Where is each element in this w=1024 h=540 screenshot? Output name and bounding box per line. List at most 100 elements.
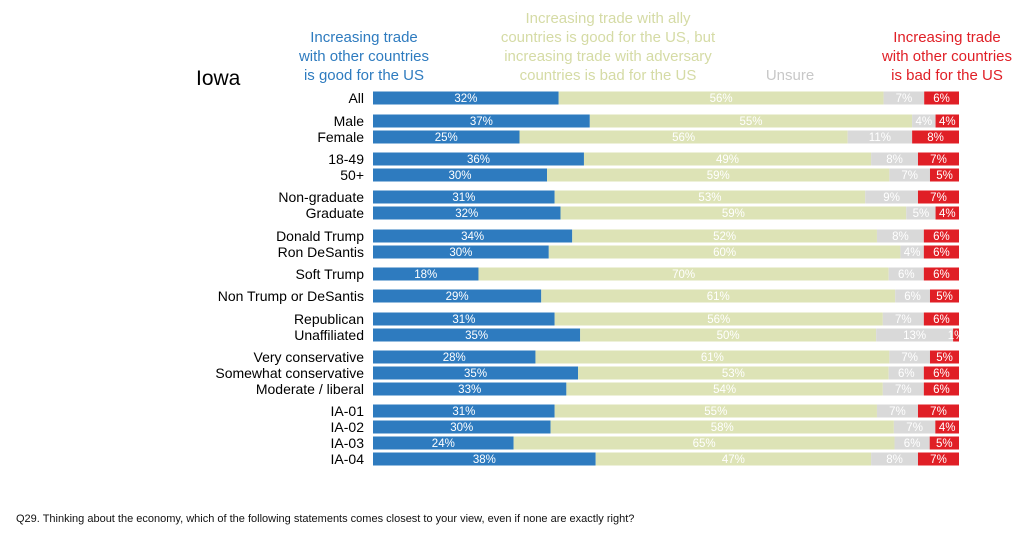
data-label-unsure: 8% bbox=[886, 454, 903, 466]
data-label-good: 37% bbox=[470, 116, 493, 128]
bar-segment-unsure bbox=[865, 190, 918, 204]
data-label-bad: 5% bbox=[936, 352, 953, 364]
legend-ally-line: Increasing trade with ally bbox=[525, 10, 691, 27]
bar-segment-unsure bbox=[888, 366, 924, 380]
bar-segment-ally bbox=[554, 312, 883, 326]
bar-segment-ally bbox=[583, 152, 872, 166]
bar-segment-ally bbox=[580, 328, 877, 342]
bar-segment-ally bbox=[595, 452, 872, 466]
data-label-ally: 55% bbox=[739, 116, 762, 128]
legend-good-line: is good for the US bbox=[303, 67, 425, 84]
bar-segment-good bbox=[373, 289, 542, 303]
legend-ally-line: countries is bad for the US bbox=[519, 67, 697, 84]
bar-segment-unsure bbox=[871, 152, 918, 166]
footnote: Q29. Thinking about the economy, which o… bbox=[16, 513, 635, 525]
bar-segment-good bbox=[373, 436, 514, 450]
category-label: Republican bbox=[294, 311, 364, 327]
data-label-good: 30% bbox=[449, 247, 472, 259]
bar-segment-ally bbox=[560, 206, 907, 220]
bar-segment-unsure bbox=[912, 114, 936, 128]
data-label-unsure: 7% bbox=[895, 314, 912, 326]
category-label: Somewhat conservative bbox=[215, 365, 364, 381]
bar-segment-good bbox=[373, 91, 559, 105]
bar-segment-unsure bbox=[876, 229, 924, 243]
data-label-bad: 6% bbox=[933, 269, 950, 281]
data-label-ally: 60% bbox=[713, 247, 736, 259]
data-label-bad: 7% bbox=[930, 154, 947, 166]
bar-segment-unsure bbox=[906, 206, 936, 220]
bar-segment-good bbox=[373, 328, 581, 342]
data-label-good: 34% bbox=[461, 231, 484, 243]
data-label-ally: 61% bbox=[707, 291, 730, 303]
bar-segment-bad bbox=[929, 289, 959, 303]
data-label-good: 18% bbox=[414, 269, 437, 281]
bar-segment-good bbox=[373, 206, 561, 220]
bar-segment-bad bbox=[923, 245, 959, 259]
bar-segment-ally bbox=[550, 420, 894, 434]
data-label-bad: 6% bbox=[933, 314, 950, 326]
category-label: Very conservative bbox=[254, 349, 365, 365]
category-label: Non-graduate bbox=[278, 189, 364, 205]
bar-segment-good bbox=[373, 350, 536, 364]
bar-segment-bad bbox=[935, 114, 959, 128]
bar-segment-bad bbox=[929, 350, 959, 364]
data-label-good: 32% bbox=[454, 93, 477, 105]
legend-unsure-line: Unsure bbox=[765, 67, 815, 84]
bar-segment-ally bbox=[519, 130, 848, 144]
data-label-ally: 56% bbox=[710, 93, 733, 105]
bar-segment-good bbox=[373, 245, 549, 259]
data-label-unsure: 8% bbox=[886, 154, 903, 166]
data-label-bad: 4% bbox=[939, 116, 956, 128]
category-label: Donald Trump bbox=[276, 228, 364, 244]
bar-segment-ally bbox=[566, 382, 883, 396]
bar-segment-ally bbox=[513, 436, 895, 450]
data-label-good: 31% bbox=[452, 406, 475, 418]
bar-segment-bad bbox=[923, 229, 959, 243]
category-label: Unaffiliated bbox=[294, 327, 364, 343]
category-label: Male bbox=[334, 113, 365, 129]
bar-segment-ally bbox=[547, 168, 890, 182]
bar-segment-bad bbox=[923, 366, 959, 380]
data-label-ally: 54% bbox=[713, 384, 736, 396]
region-title: Iowa bbox=[196, 67, 241, 90]
legend-good: Increasing trade with other countries is… bbox=[279, 28, 449, 85]
data-label-unsure: 13% bbox=[903, 330, 926, 342]
data-label-good: 24% bbox=[432, 438, 455, 450]
legend-bad-line: is bad for the US bbox=[891, 67, 1003, 84]
bar-segment-ally bbox=[541, 289, 896, 303]
data-label-good: 30% bbox=[449, 170, 472, 182]
bar-segment-unsure bbox=[900, 245, 924, 259]
data-label-good: 35% bbox=[464, 368, 487, 380]
data-label-bad: 1% bbox=[948, 330, 965, 342]
bar-segment-unsure bbox=[889, 168, 930, 182]
data-label-bad: 6% bbox=[933, 368, 950, 380]
data-label-bad: 8% bbox=[927, 132, 944, 144]
bar-segment-good bbox=[373, 168, 548, 182]
data-label-unsure: 6% bbox=[898, 368, 915, 380]
data-label-good: 36% bbox=[467, 154, 490, 166]
legend-ally: Increasing trade with ally countries is … bbox=[478, 9, 738, 85]
bar-segment-unsure bbox=[893, 420, 936, 434]
data-label-ally: 56% bbox=[672, 132, 695, 144]
data-label-good: 33% bbox=[458, 384, 481, 396]
category-label: 50+ bbox=[340, 167, 364, 183]
legend-bad-line: Increasing trade bbox=[893, 29, 1001, 46]
data-label-unsure: 7% bbox=[901, 170, 918, 182]
data-label-ally: 61% bbox=[701, 352, 724, 364]
bar-segment-ally bbox=[589, 114, 913, 128]
data-label-bad: 4% bbox=[939, 208, 956, 220]
category-label: IA-01 bbox=[331, 403, 365, 419]
data-label-unsure: 8% bbox=[892, 231, 909, 243]
bar-segment-good bbox=[373, 452, 596, 466]
bar-segment-bad bbox=[935, 420, 959, 434]
bar-segment-ally bbox=[478, 267, 889, 281]
data-label-ally: 52% bbox=[713, 231, 736, 243]
category-label: IA-03 bbox=[331, 435, 365, 451]
bar-segment-good bbox=[373, 130, 520, 144]
bar-segment-unsure bbox=[882, 382, 924, 396]
data-label-unsure: 7% bbox=[895, 384, 912, 396]
bar-segment-good bbox=[373, 267, 479, 281]
bar-segment-good bbox=[373, 366, 579, 380]
bar-segment-unsure bbox=[895, 289, 930, 303]
data-label-bad: 7% bbox=[930, 192, 947, 204]
